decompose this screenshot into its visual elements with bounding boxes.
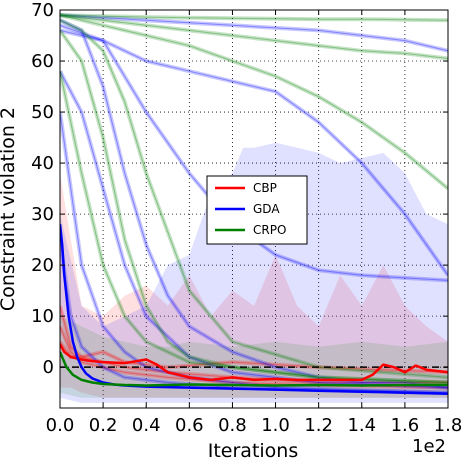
band-crpo bbox=[60, 316, 448, 398]
run-line-gda bbox=[60, 19, 448, 389]
x-tick-label: 0.8 bbox=[218, 415, 247, 436]
y-axis-label: Constraint violation 2 bbox=[0, 107, 19, 311]
run-line-crpo bbox=[60, 14, 448, 189]
x-tick-label: 1.4 bbox=[347, 415, 376, 436]
run-halo-crpo bbox=[60, 18, 448, 380]
run-halo-crpo bbox=[60, 13, 448, 191]
y-tick-label: 70 bbox=[31, 0, 54, 21]
x-tick-label: 0.6 bbox=[175, 415, 204, 436]
x-tick-label: 0.2 bbox=[89, 415, 118, 436]
run-halo-gda bbox=[60, 18, 448, 390]
x-axis-label: Iterations bbox=[208, 440, 299, 462]
legend-label-crpo: CRPO bbox=[253, 223, 286, 237]
run-halo-crpo bbox=[60, 70, 448, 385]
mean-lines bbox=[60, 224, 448, 395]
y-tick-label: 10 bbox=[31, 306, 54, 327]
run-line-gda bbox=[60, 14, 448, 52]
run-halo-crpo bbox=[60, 13, 448, 61]
x-tick-label: 0.0 bbox=[46, 415, 75, 436]
plot-frame bbox=[59, 9, 449, 409]
legend-label-cbp: CBP bbox=[253, 181, 277, 195]
run-halo-crpo bbox=[60, 29, 448, 385]
x-tick-label: 1.8 bbox=[434, 415, 463, 436]
y-tick-label: 40 bbox=[31, 153, 54, 174]
run-line-crpo bbox=[60, 19, 448, 378]
run-line-crpo bbox=[60, 30, 448, 383]
axis-ticks: 0.0 0.2 0.4 0.6 0.8 1.0 1.2 1.4 1.6 1.8 0 10 20 30 40 5… bbox=[31, 0, 462, 436]
run-line-crpo bbox=[60, 14, 448, 21]
y-tick-label: 50 bbox=[31, 102, 54, 123]
mean-line-crpo bbox=[60, 351, 448, 387]
run-halo-gda bbox=[60, 13, 448, 53]
x-tick-label: 1.6 bbox=[391, 415, 420, 436]
y-tick-label: 30 bbox=[31, 204, 54, 225]
run-halo-crpo bbox=[60, 13, 448, 23]
y-tick-label: 60 bbox=[31, 51, 54, 72]
y-tick-label: 0 bbox=[43, 357, 54, 378]
run-line-crpo bbox=[60, 71, 448, 383]
mean-line-cbp bbox=[60, 343, 448, 382]
legend-label-gda: GDA bbox=[253, 202, 280, 216]
run-line-gda bbox=[60, 24, 448, 276]
legend: CBP GDA CRPO bbox=[206, 175, 308, 245]
y-tick-label: 20 bbox=[31, 255, 54, 276]
band-gda bbox=[60, 142, 448, 403]
x-tick-label: 0.4 bbox=[132, 415, 161, 436]
confidence-bands bbox=[60, 142, 448, 403]
band-cbp bbox=[60, 173, 448, 398]
x-tick-label: 1.2 bbox=[304, 415, 333, 436]
x-axis-offset-text: 1e2 bbox=[412, 436, 446, 457]
run-halo-gda bbox=[60, 23, 448, 277]
x-tick-label: 1.0 bbox=[261, 415, 290, 436]
run-line-crpo bbox=[60, 14, 448, 59]
